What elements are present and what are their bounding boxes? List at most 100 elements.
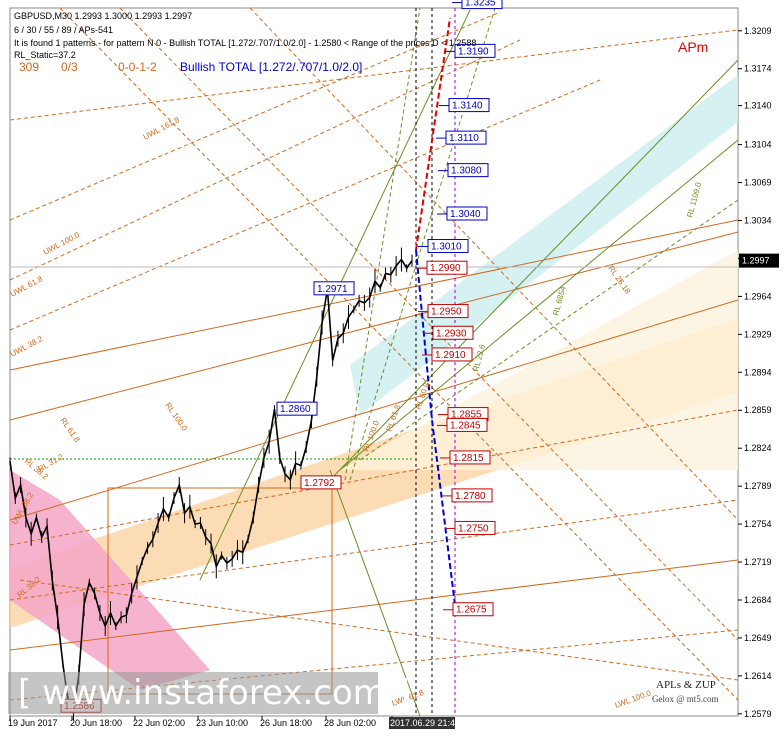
apm-label: APm <box>678 39 709 55</box>
pattern-code: 0-0-1-2 <box>118 60 157 74</box>
y-tick-label: 1.2754 <box>744 519 772 529</box>
fib-lines <box>9 7 739 701</box>
symbol-line: GBPUSD,M30 1.2993 1.3000 1.2993 1.2997 <box>14 11 193 21</box>
fib-line <box>9 231 739 421</box>
level-up-label: 1.3110 <box>449 133 479 144</box>
fib-line <box>9 559 739 651</box>
y-tick-label: 1.3069 <box>744 178 772 188</box>
level-down-label: 1.2675 <box>456 605 487 616</box>
level-down-label-box <box>446 417 488 432</box>
pattern-line: It is found 1 patterns - for pattern N 0… <box>14 38 477 48</box>
grid-markers <box>10 8 738 716</box>
x-tick-label: 2017.06.29 21:45 <box>390 718 460 728</box>
fib-line <box>9 409 739 546</box>
x-tick-label: 22 Jun 02:00 <box>133 718 185 728</box>
level-down-label: 1.2950 <box>431 307 462 318</box>
level-down-label-box <box>449 450 491 465</box>
fib-line <box>9 499 739 601</box>
bullish-up-leg <box>415 17 451 251</box>
x-tick-label: 23 Jun 10:00 <box>196 718 248 728</box>
pattern-layer <box>415 17 456 606</box>
pattern-point-box <box>276 401 318 416</box>
level-up-label-box <box>445 130 487 145</box>
level-down-label-box <box>452 602 494 617</box>
y-tick-label: 1.2579 <box>744 709 772 719</box>
pattern-name: Bullish TOTAL [1.272/.707/1.0/2.0] <box>180 60 363 74</box>
y-tick-label: 1.3209 <box>744 26 772 36</box>
y-tick-label: 1.2894 <box>744 367 772 377</box>
level-down-label: 1.2750 <box>458 523 489 534</box>
y-tick-label: 1.3174 <box>744 64 772 74</box>
level-up-label-box <box>427 239 469 254</box>
x-tick-label: 28 Jun 02:00 <box>324 718 376 728</box>
fib-line <box>119 7 739 641</box>
y-tick-label: 1.2789 <box>744 481 772 491</box>
static-line: RL_Static=37.2 <box>14 50 76 60</box>
green-line <box>339 139 739 471</box>
y-tick-label: 1.2929 <box>744 329 772 339</box>
level-down-label: 1.2910 <box>435 350 466 361</box>
x-tick-label: 20 Jun 18:00 <box>70 718 122 728</box>
level-up-label: 1.3235 <box>465 0 496 9</box>
level-up-label-box <box>454 43 496 58</box>
credit-gelox: Gelox @ mt5.com <box>652 694 719 704</box>
y-tick-label: 1.2859 <box>744 405 772 415</box>
bearish-down-leg <box>415 249 456 606</box>
pink-zone <box>10 470 210 690</box>
green-line <box>344 7 421 481</box>
green-line <box>349 7 496 481</box>
y-tick-label: 1.2964 <box>744 291 772 301</box>
axis-layer: 1.3209 1.3174 1.3140 1.3104 1.3069 1.3034 1.29… <box>8 26 779 729</box>
fib-line <box>9 11 501 221</box>
level-up-label: 1.3140 <box>452 101 483 112</box>
level-up-label-box <box>446 206 488 221</box>
count-b: 0/3 <box>61 60 78 74</box>
green-lines <box>199 7 739 717</box>
y-tick-label: 1.3140 <box>744 101 772 111</box>
fib-line <box>9 219 739 371</box>
y-tick-label: 1.2824 <box>744 443 772 453</box>
fib-line <box>9 79 601 331</box>
params-line: 6 / 30 / 55 / 89 / APs-541 <box>14 25 114 35</box>
pattern-point-label: 1.2971 <box>317 284 348 295</box>
level-down-label-box <box>427 304 469 319</box>
count-a: 309 <box>19 60 40 74</box>
current-price-box <box>739 253 779 268</box>
current-price-label: 1.2997 <box>742 256 770 266</box>
level-down-label: 1.2855 <box>451 410 482 421</box>
level-down-label-box <box>426 260 468 275</box>
fib-line <box>9 39 521 281</box>
level-up-label-box <box>447 163 489 178</box>
y-tick-label: 1.3104 <box>744 140 772 150</box>
fib-line <box>59 7 739 701</box>
x-current-time-box <box>389 717 455 729</box>
fib-line <box>19 579 739 681</box>
y-tick-label: 1.2684 <box>744 595 772 605</box>
level-up-label: 1.3040 <box>450 209 481 220</box>
y-tick-label: 1.3034 <box>744 216 772 226</box>
pattern-point-box <box>313 281 355 296</box>
level-up-label: 1.3010 <box>431 242 462 253</box>
level-down-label: 1.2930 <box>436 328 467 339</box>
level-up-label-box <box>461 0 503 10</box>
level-down-label: 1.2780 <box>455 491 486 502</box>
level-down-label-box <box>431 347 473 362</box>
fib-line <box>249 7 739 521</box>
level-down-label: 1.2990 <box>430 263 461 274</box>
level-up-label: 1.3080 <box>451 166 482 177</box>
level-up-label-box <box>448 98 490 113</box>
level-down-label-box <box>454 520 496 535</box>
watermark: [ www.instaforex.com ] <box>8 672 410 714</box>
green-line <box>329 59 739 481</box>
y-tick-label: 1.2614 <box>744 671 772 681</box>
level-down-label: 1.2815 <box>453 453 484 464</box>
pattern-point-box <box>300 475 342 490</box>
fib-line <box>9 29 739 121</box>
x-tick-label: 19 Jun 2017 <box>8 718 58 728</box>
y-tick-label: 1.2719 <box>744 557 772 567</box>
credit-apls: APLs & ZUP <box>656 679 716 691</box>
x-tick-label: 26 Jun 18:00 <box>260 718 312 728</box>
fib-line <box>9 299 739 521</box>
